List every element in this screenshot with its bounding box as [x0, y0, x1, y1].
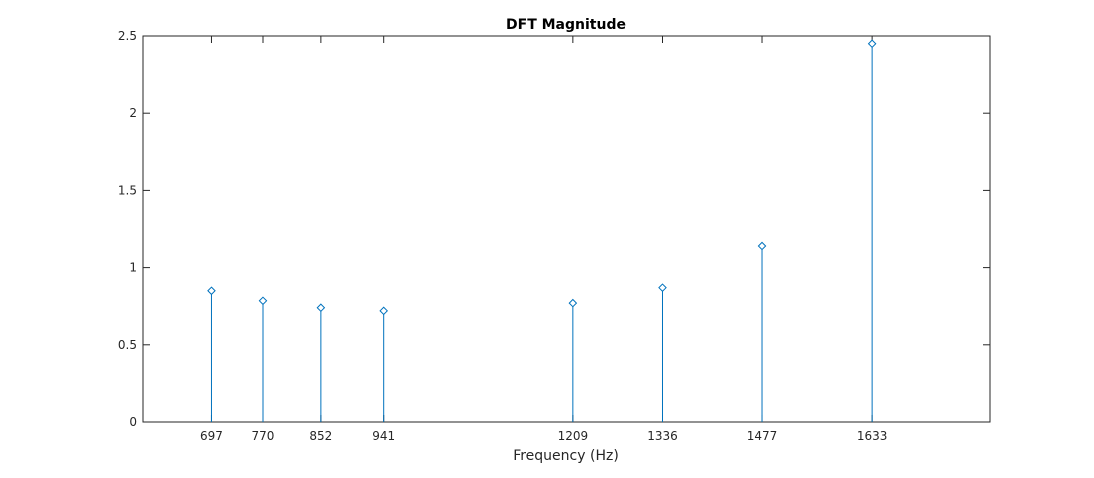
y-tick-label: 1 [129, 261, 137, 275]
stem-marker [867, 39, 877, 49]
x-tick-label: 1477 [747, 429, 778, 443]
chart-title: DFT Magnitude [506, 17, 626, 33]
stem-marker [379, 306, 388, 316]
x-tick-label: 1336 [647, 429, 678, 443]
x-axis-label: Frequency (Hz) [513, 448, 619, 464]
stem-marker [258, 296, 268, 306]
stem-1477 [757, 241, 767, 422]
y-tick-label: 0 [129, 415, 137, 429]
y-tick-label: 2.5 [118, 29, 137, 43]
stem-1336 [658, 283, 667, 422]
x-tick-label: 1633 [857, 429, 888, 443]
stem-1633 [867, 39, 877, 422]
x-tick-label: 697 [200, 429, 223, 443]
y-tick-label: 0.5 [118, 338, 137, 352]
stem-852 [316, 303, 326, 422]
x-tick-label: 941 [372, 429, 395, 443]
x-tick-label: 770 [252, 429, 275, 443]
y-tick-label: 2 [129, 106, 137, 120]
x-tick-label: 852 [309, 429, 332, 443]
plot-area-box [142, 35, 991, 423]
stem-marker [316, 303, 326, 313]
stem-697 [207, 286, 216, 422]
x-tick-label: 1209 [558, 429, 589, 443]
stem-marker [568, 298, 578, 308]
stem-marker [207, 286, 216, 296]
stem-marker [658, 283, 667, 292]
y-tick-label: 1.5 [118, 183, 137, 197]
stem-770 [258, 296, 268, 422]
stem-marker [757, 241, 767, 251]
stem-1209 [568, 298, 578, 422]
stem-941 [379, 306, 388, 422]
